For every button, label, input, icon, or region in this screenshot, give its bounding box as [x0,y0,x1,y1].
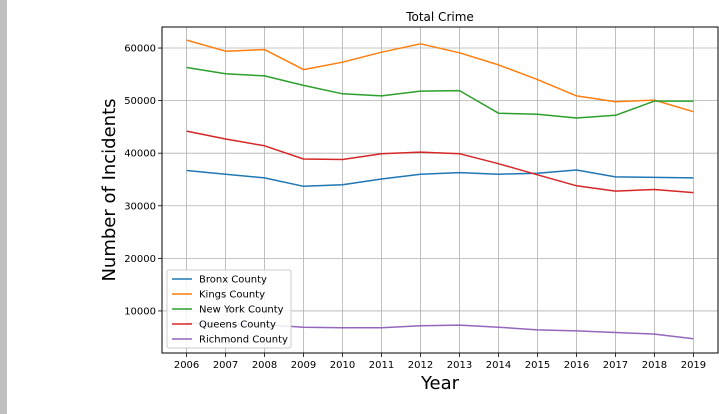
legend-label: Richmond County [199,335,288,346]
plot-area [161,26,719,354]
chart-title: Total Crime [405,10,474,24]
legend-label: Bronx County [199,275,267,286]
y-tick-label: 40000 [124,149,156,160]
y-tick-label: 10000 [124,306,156,317]
x-tick-label: 2009 [291,360,316,371]
grid [162,27,718,353]
legend-label: Kings County [199,290,265,301]
x-tick-label: 2015 [525,360,550,371]
x-tick-label: 2012 [408,360,433,371]
x-tick-label: 2013 [447,360,472,371]
x-tick-label: 2008 [252,360,277,371]
y-axis-title: Number of Incidents [99,98,120,281]
x-axis-title: Year [420,373,460,394]
x-axis: 2006 2007 2008 2009 2010 2011 2012 2013 2014 2015… [174,353,706,371]
legend-label: Queens County [199,320,276,331]
y-tick-label: 20000 [124,254,156,265]
legend: Bronx County Kings County New York County Q… [166,269,292,349]
window-edge [0,0,7,414]
x-tick-label: 2017 [603,360,628,371]
series-line-bronx-county [186,169,694,188]
series-line-kings-county [186,39,694,113]
x-tick-label: 2011 [369,360,394,371]
legend-box [166,269,292,349]
x-tick-label: 2010 [330,360,355,371]
series-line-queens-county [186,130,694,194]
y-tick-label: 50000 [124,96,156,107]
y-tick-label: 30000 [124,201,156,212]
x-tick-label: 2014 [486,360,511,371]
x-tick-label: 2007 [213,360,238,371]
x-tick-label: 2019 [681,360,706,371]
x-tick-label: 2006 [174,360,199,371]
x-tick-label: 2016 [564,360,589,371]
x-tick-label: 2018 [642,360,667,371]
legend-label: New York County [199,305,284,316]
series-line-new-york-county [186,66,694,119]
y-axis: 10000 20000 30000 40000 50000 60000 [124,44,162,317]
y-tick-label: 60000 [124,44,156,55]
